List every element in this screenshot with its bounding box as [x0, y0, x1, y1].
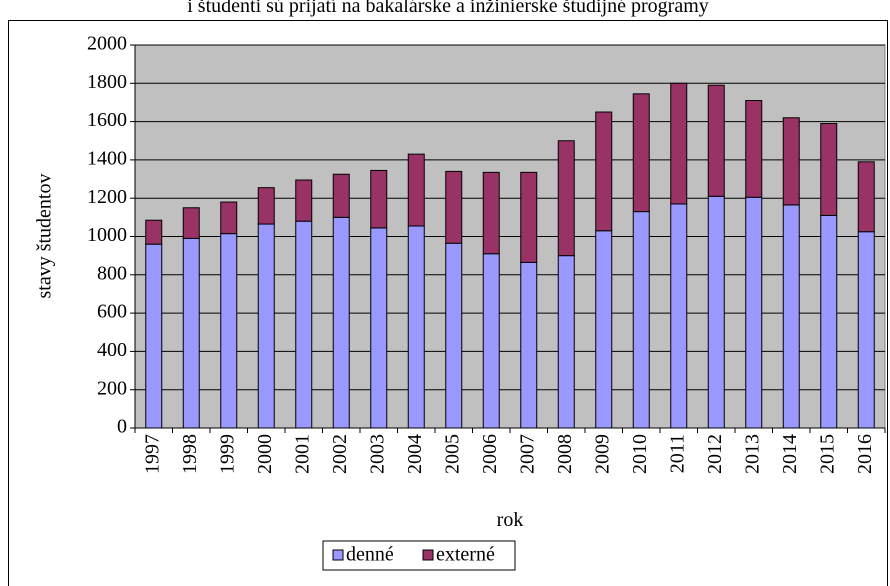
bar-segment	[257, 223, 275, 429]
y-tick-label: 0	[117, 416, 127, 438]
bar-segment	[257, 187, 275, 225]
y-tick-label: 1000	[87, 224, 127, 246]
x-tick-label: 2010	[629, 434, 651, 474]
y-tick-label: 600	[97, 301, 127, 323]
x-tick-label: 2007	[516, 434, 538, 474]
bar-segment	[220, 233, 238, 429]
x-tick-label: 2002	[329, 434, 351, 474]
bar-segment	[670, 203, 688, 429]
y-tick-label: 1400	[87, 147, 127, 169]
bar-segment	[520, 171, 538, 263]
bar-segment	[782, 117, 800, 206]
x-tick-label: 2016	[854, 434, 876, 474]
x-tick-label: 1997	[141, 434, 163, 474]
bar-segment	[407, 153, 425, 227]
y-tick-label: 1600	[87, 109, 127, 131]
y-tick-label: 200	[97, 377, 127, 399]
bar-segment	[145, 243, 163, 429]
legend-label: denné	[346, 544, 394, 566]
bar-segment	[445, 242, 463, 429]
bar-segment	[407, 225, 425, 429]
bar-segment	[557, 140, 575, 257]
x-tick-label: 2009	[591, 434, 613, 474]
y-tick-label: 1800	[87, 71, 127, 93]
bar-segment	[670, 82, 688, 205]
bar-segment	[745, 196, 763, 429]
bar-segment	[632, 93, 650, 213]
x-tick-label: 2008	[554, 434, 576, 474]
x-tick-label: 2003	[366, 434, 388, 474]
bar-segment	[820, 123, 838, 216]
bar-segment	[332, 173, 350, 218]
x-tick-label: 2005	[441, 434, 463, 474]
bar-segment	[182, 237, 200, 429]
bar-segment	[707, 195, 725, 429]
y-tick-label: 400	[97, 339, 127, 361]
y-tick-label: 800	[97, 262, 127, 284]
bar-segment	[782, 204, 800, 429]
x-tick-label: 1998	[179, 434, 201, 474]
bar-segment	[745, 100, 763, 198]
x-tick-label: 1999	[216, 434, 238, 474]
bar-segment	[632, 211, 650, 429]
bar-segment	[557, 255, 575, 429]
x-tick-label: 2001	[291, 434, 313, 474]
bar-segment	[820, 214, 838, 429]
bar-segment	[332, 216, 350, 429]
bar-segment	[370, 227, 388, 429]
bar-segment	[220, 201, 238, 235]
bar-segment	[520, 261, 538, 429]
y-tick-label: 1200	[87, 186, 127, 208]
x-tick-label: 2015	[816, 434, 838, 474]
x-tick-label: 2006	[479, 434, 501, 474]
bar-segment	[445, 170, 463, 244]
legend-box	[322, 540, 516, 571]
bar-segment	[370, 169, 388, 229]
bar-segment	[857, 231, 875, 429]
bar-segment	[182, 207, 200, 239]
chart-title: i študenti sú prijatí na bakalárske a in…	[187, 0, 709, 17]
x-tick-label: 2000	[254, 434, 276, 474]
y-tick-label: 2000	[87, 33, 127, 55]
x-tick-label: 2012	[704, 434, 726, 474]
y-axis-label: stavy študentov	[34, 174, 56, 299]
legend-swatch	[422, 549, 434, 561]
bar-segment	[595, 111, 613, 232]
x-tick-label: 2013	[741, 434, 763, 474]
bar-segment	[295, 220, 313, 429]
legend-label: externé	[436, 544, 495, 566]
x-tick-label: 2014	[779, 434, 801, 474]
bar-segment	[482, 253, 500, 429]
bar-segment	[295, 179, 313, 222]
x-tick-label: 2011	[666, 434, 688, 473]
x-axis-label: rok	[497, 509, 524, 531]
bar-segment	[482, 171, 500, 255]
x-tick-label: 2004	[404, 434, 426, 474]
bar-segment	[707, 84, 725, 197]
bar-segment	[595, 230, 613, 429]
bar-segment	[857, 161, 875, 233]
bar-segment	[145, 219, 163, 245]
legend-swatch	[332, 549, 344, 561]
